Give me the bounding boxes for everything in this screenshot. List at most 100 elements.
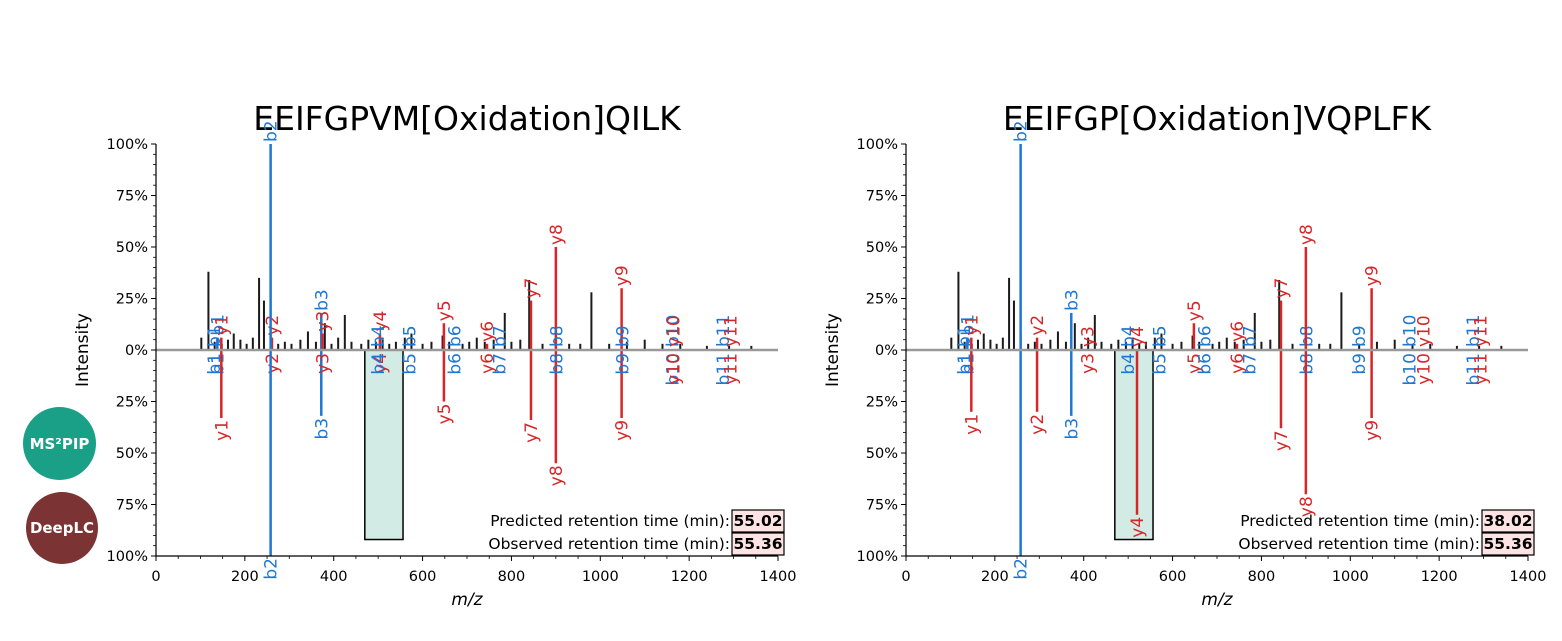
ion-label-b9: b9 <box>614 325 634 347</box>
ion-label-y1: y1 <box>962 315 982 336</box>
ion-label-b2: b2 <box>1012 120 1032 142</box>
ion-label-b7-mirror: b7 <box>1240 353 1260 375</box>
ion-label-y8: y8 <box>547 224 567 245</box>
observed-rt-label: Observed retention time (min): <box>1238 535 1480 553</box>
ion-label-b8-mirror: b8 <box>1298 353 1318 375</box>
x-tick-label: 200 <box>981 569 1009 585</box>
ion-label-b10-mirror: b10 <box>664 353 684 385</box>
x-tick-label: 1200 <box>1421 569 1458 585</box>
ion-label-y5-mirror: y5 <box>1185 353 1205 374</box>
x-tick-label: 200 <box>231 569 259 585</box>
x-tick-label: 800 <box>1248 569 1276 585</box>
ion-label-b8-mirror: b8 <box>548 353 568 375</box>
ion-label-b11-mirror: b11 <box>714 353 734 385</box>
ion-label-y3: y3 <box>314 311 334 332</box>
ion-label-b7: b7 <box>490 325 510 347</box>
ion-label-b7: b7 <box>1240 325 1260 347</box>
ion-label-y9: y9 <box>1363 265 1383 286</box>
y-tick-label: 50% <box>866 240 898 256</box>
x-axis-label: m/z <box>451 590 483 610</box>
ion-label-b9: b9 <box>1350 325 1370 347</box>
ion-label-y5: y5 <box>435 300 455 321</box>
ion-label-y2-mirror: y2 <box>1028 414 1048 435</box>
deeplc-logo: DeepLC <box>26 492 98 564</box>
x-tick-label: 1200 <box>671 569 708 585</box>
predicted-rt-box <box>731 509 785 533</box>
ion-label-b11-mirror: b11 <box>1464 353 1484 385</box>
ion-label-b5: b5 <box>1151 325 1171 347</box>
ion-label-b3-mirror: b3 <box>1062 418 1082 440</box>
ion-label-y10: y10 <box>1415 315 1435 347</box>
x-tick-label: 0 <box>901 569 910 585</box>
y-tick-label: 0% <box>875 343 898 359</box>
ion-label-y2: y2 <box>1028 315 1048 336</box>
x-tick-label: 1000 <box>1332 569 1369 585</box>
ion-label-y6-mirror: y6 <box>478 353 498 374</box>
ion-label-y6: y6 <box>1228 321 1248 342</box>
ion-label-b9-mirror: b9 <box>614 353 634 375</box>
ion-label-y8-mirror: y8 <box>1297 496 1317 517</box>
ion-label-b2: b2 <box>262 120 282 142</box>
y-tick-label: 50% <box>866 446 898 462</box>
ion-label-y3-mirror: y3 <box>1078 353 1098 374</box>
y-axis-label: Intensity <box>73 313 93 387</box>
ion-label-y10: y10 <box>665 315 685 347</box>
ion-label-y9: y9 <box>613 265 633 286</box>
observed-rt-value: 55.36 <box>1483 535 1532 553</box>
ion-label-b2-mirror: b2 <box>1012 558 1032 580</box>
ion-label-y6: y6 <box>478 321 498 342</box>
ion-label-b1: b1 <box>205 325 225 347</box>
ion-label-y5: y5 <box>1185 300 1205 321</box>
x-tick-label: 800 <box>498 569 526 585</box>
y-tick-label: 25% <box>116 292 148 308</box>
ion-label-b10: b10 <box>1400 315 1420 347</box>
ms2pip-logo: MS²PIP <box>23 407 96 480</box>
ion-label-y11: y11 <box>1471 315 1491 347</box>
x-tick-label: 0 <box>151 569 160 585</box>
spectrum-panel-2: EEIFGP[Oxidation]VQPLFKb1b1b1b1y1y1b2b2y… <box>823 99 1546 610</box>
predicted-rt-label: Predicted retention time (min): <box>490 512 730 530</box>
ion-label-y4: y4 <box>1128 326 1148 347</box>
ion-label-b6: b6 <box>446 325 466 347</box>
y-axis-label: Intensity <box>823 313 843 387</box>
ion-label-b4-mirror: b4 <box>369 353 389 375</box>
ion-label-b4: b4 <box>1119 325 1139 347</box>
x-tick-label: 600 <box>409 569 437 585</box>
ion-label-b1: b1 <box>958 314 978 336</box>
ion-label-y5-mirror: y5 <box>435 404 455 425</box>
x-axis-label: m/z <box>1201 590 1233 610</box>
ion-label-y10-mirror: y10 <box>665 353 685 385</box>
ion-label-b5-mirror: b5 <box>401 353 421 375</box>
ion-label-y4-mirror: y4 <box>1128 517 1148 538</box>
predicted-rt-value: 38.02 <box>1483 512 1532 530</box>
ion-label-y8: y8 <box>1297 224 1317 245</box>
y-tick-label: 25% <box>866 292 898 308</box>
ion-label-y1-mirror: y1 <box>962 414 982 435</box>
y-tick-label: 50% <box>116 446 148 462</box>
ion-label-b3: b3 <box>312 289 332 311</box>
ion-label-b11: b11 <box>714 315 734 347</box>
ion-label-b1: b1 <box>208 314 228 336</box>
ion-label-y9-mirror: y9 <box>613 420 633 441</box>
ion-label-y8-mirror: y8 <box>547 465 567 486</box>
highlight-box <box>1114 349 1154 541</box>
ion-label-y7-mirror: y7 <box>1272 430 1292 451</box>
ion-label-y11-mirror: y11 <box>721 353 741 385</box>
ion-label-b1: b1 <box>955 325 975 347</box>
ion-label-y11: y11 <box>721 315 741 347</box>
x-tick-label: 1400 <box>760 569 797 585</box>
ion-label-b10-mirror: b10 <box>1400 353 1420 385</box>
x-tick-label: 1400 <box>1510 569 1547 585</box>
y-tick-label: 75% <box>116 498 148 514</box>
ion-label-b8: b8 <box>548 325 568 347</box>
ion-label-y2: y2 <box>263 315 283 336</box>
ion-label-b7-mirror: b7 <box>490 353 510 375</box>
x-tick-label: 600 <box>1159 569 1187 585</box>
y-tick-label: 75% <box>866 189 898 205</box>
ion-label-y7-mirror: y7 <box>522 422 542 443</box>
ion-label-b1-mirror: b1 <box>208 353 228 375</box>
y-tick-label: 25% <box>866 395 898 411</box>
ion-label-y11-mirror: y11 <box>1471 353 1491 385</box>
y-tick-label: 100% <box>107 137 148 153</box>
ion-label-b1-mirror: b1 <box>205 353 225 375</box>
